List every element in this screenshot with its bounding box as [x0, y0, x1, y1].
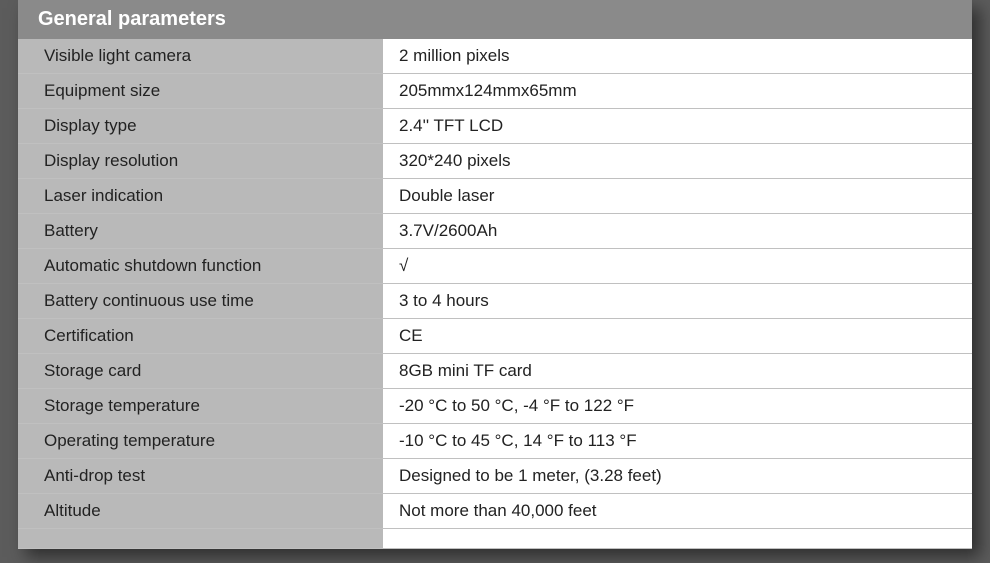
spec-label: Storage temperature [18, 389, 383, 424]
spec-label: Storage card [18, 354, 383, 389]
spec-value: 3 to 4 hours [383, 284, 972, 319]
table-row: Storage card8GB mini TF card [18, 354, 972, 389]
spec-value: Not more than 40,000 feet [383, 494, 972, 529]
section-header: General parameters [18, 0, 972, 39]
spec-value: CE [383, 319, 972, 354]
table-row: Battery3.7V/2600Ah [18, 214, 972, 249]
table-row: AltitudeNot more than 40,000 feet [18, 494, 972, 529]
spec-label: Visible light camera [18, 39, 383, 74]
table-row: Operating temperature-10 °C to 45 °C, 14… [18, 424, 972, 459]
table-row: Display resolution320*240 pixels [18, 144, 972, 179]
spec-table-body: Visible light camera2 million pixels Equ… [18, 39, 972, 549]
spec-value: Double laser [383, 179, 972, 214]
table-row: Automatic shutdown function√ [18, 249, 972, 284]
spec-label: Automatic shutdown function [18, 249, 383, 284]
spec-value: 8GB mini TF card [383, 354, 972, 389]
spec-value: 2.4'' TFT LCD [383, 109, 972, 144]
spec-value: 3.7V/2600Ah [383, 214, 972, 249]
spec-label: Display type [18, 109, 383, 144]
spec-label: Operating temperature [18, 424, 383, 459]
table-row: Battery continuous use time3 to 4 hours [18, 284, 972, 319]
table-row-empty [18, 529, 972, 549]
spec-value: -20 °C to 50 °C, -4 °F to 122 °F [383, 389, 972, 424]
spec-label: Battery [18, 214, 383, 249]
table-row: Storage temperature-20 °C to 50 °C, -4 °… [18, 389, 972, 424]
spec-value: 2 million pixels [383, 39, 972, 74]
spec-value: 205mmx124mmx65mm [383, 74, 972, 109]
spec-label: Equipment size [18, 74, 383, 109]
table-row: Equipment size205mmx124mmx65mm [18, 74, 972, 109]
spec-label: Laser indication [18, 179, 383, 214]
section-title: General parameters [38, 8, 226, 30]
spec-label: Display resolution [18, 144, 383, 179]
spec-value: -10 °C to 45 °C, 14 °F to 113 °F [383, 424, 972, 459]
spec-label: Anti-drop test [18, 459, 383, 494]
spec-table-container: General parameters Visible light camera2… [18, 0, 972, 549]
table-row: Anti-drop testDesigned to be 1 meter, (3… [18, 459, 972, 494]
spec-label: Battery continuous use time [18, 284, 383, 319]
spec-value: Designed to be 1 meter, (3.28 feet) [383, 459, 972, 494]
spec-value: √ [383, 249, 972, 284]
table-row: Laser indicationDouble laser [18, 179, 972, 214]
spec-table: Visible light camera2 million pixels Equ… [18, 39, 972, 549]
spec-value-empty [383, 529, 972, 549]
spec-value: 320*240 pixels [383, 144, 972, 179]
spec-label-empty [18, 529, 383, 549]
table-row: Display type2.4'' TFT LCD [18, 109, 972, 144]
spec-label: Altitude [18, 494, 383, 529]
table-row: Visible light camera2 million pixels [18, 39, 972, 74]
table-row: CertificationCE [18, 319, 972, 354]
spec-label: Certification [18, 319, 383, 354]
